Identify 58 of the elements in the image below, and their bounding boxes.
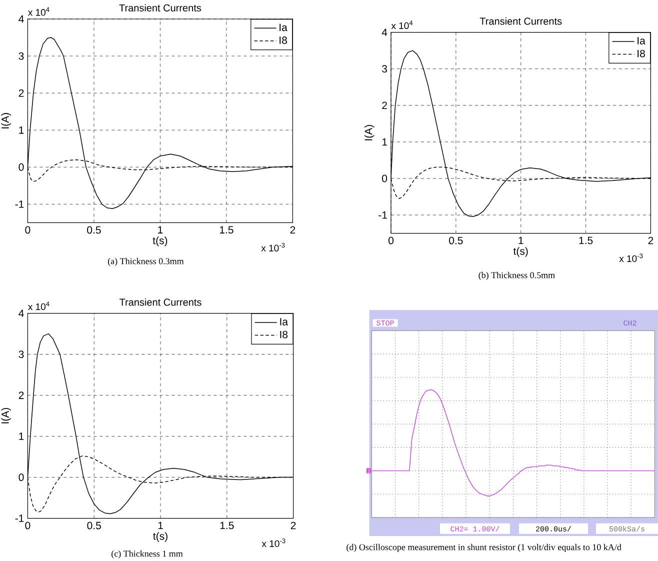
- x-tick-label: 1.5: [220, 226, 234, 234]
- y-tick-label: 0: [18, 163, 24, 171]
- y-tick-label: 1: [382, 138, 387, 146]
- text: x 10$^{-3}$: [262, 538, 286, 548]
- y-tick-label: 2: [382, 102, 387, 110]
- y-tick-label: -1: [15, 200, 24, 208]
- x-axis-title: t(s): [152, 236, 168, 246]
- y-tick-label: 2: [18, 392, 24, 399]
- legend-label: Ia: [280, 24, 288, 32]
- x-axis-title: t(s): [153, 532, 168, 542]
- legend-label: I8: [638, 50, 645, 58]
- y-tick-label: -1: [15, 514, 24, 522]
- y-tick-label: 3: [18, 52, 24, 60]
- y-tick-label: 2: [18, 89, 24, 97]
- text: (a) Thickness 0.3mm: [108, 258, 184, 266]
- chart-title: Transient Currents: [480, 17, 562, 25]
- x-tick-label: 0.5: [87, 226, 101, 234]
- text: x 10$^{4}$: [28, 7, 50, 16]
- text: x 10$^{-3}$: [619, 253, 643, 262]
- legend-label: I8: [280, 330, 288, 338]
- x-tick-label: 1: [158, 522, 163, 530]
- x-tick-label: 1.5: [220, 522, 234, 530]
- x-tick-label: 1: [518, 236, 524, 244]
- x-tick-label: 2: [290, 226, 296, 234]
- legend-label: Ia: [280, 318, 288, 326]
- y-tick-label: 1: [19, 432, 24, 440]
- y-tick-label: 3: [18, 350, 24, 358]
- text: x 10$^{4}$: [28, 302, 50, 310]
- y-axis-title: I(A): [1, 113, 11, 128]
- text: (c) Thickness 1 mm: [112, 550, 183, 559]
- x-tick-label: 2: [290, 522, 296, 530]
- x-tick-label: 1: [158, 226, 163, 234]
- text: (d) Oscilloscope measurement in shunt resistor (1 volt/div equals to 10 kA/d: [346, 544, 622, 552]
- y-tick-label: 3: [382, 65, 388, 73]
- legend-label: I8: [280, 36, 287, 44]
- y-tick-label: 0: [18, 474, 24, 482]
- x-axis-title: t(s): [513, 247, 528, 257]
- x-tick-label: 0: [25, 226, 30, 234]
- y-tick-label: 0: [382, 174, 388, 182]
- x-tick-label: 0: [25, 522, 30, 530]
- y-tick-label: 1: [19, 126, 24, 134]
- chart-title: Transient Currents: [120, 298, 202, 306]
- y-tick-label: 4: [18, 15, 24, 23]
- chart-title: Transient Currents: [119, 4, 202, 12]
- y-axis-title: I(A): [1, 408, 11, 424]
- y-tick-label: -1: [378, 211, 387, 219]
- x-tick-label: 0.5: [449, 236, 463, 244]
- y-axis-title: I(A): [364, 124, 374, 140]
- text: x 10$^{-3}$: [261, 242, 285, 252]
- text: (b) Thickness 0.5mm: [478, 272, 555, 280]
- text: x 10$^{4}$: [391, 20, 413, 30]
- x-tick-label: 0.5: [87, 522, 101, 530]
- legend-label: Ia: [638, 37, 646, 44]
- y-tick-label: 4: [382, 28, 388, 36]
- x-tick-label: 1.5: [579, 236, 593, 244]
- x-tick-label: 0: [388, 236, 394, 244]
- x-tick-label: 2: [648, 236, 654, 244]
- y-tick-label: 4: [18, 310, 24, 317]
